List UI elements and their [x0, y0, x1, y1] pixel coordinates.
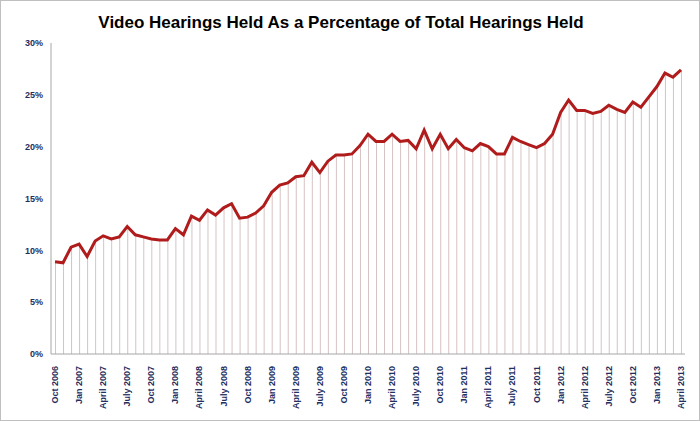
svg-text:April 2013: April 2013	[676, 366, 686, 409]
svg-text:July 2008: July 2008	[219, 366, 229, 407]
svg-text:Oct 2007: Oct 2007	[146, 366, 156, 404]
svg-text:Oct 2012: Oct 2012	[628, 366, 638, 404]
svg-text:Jan 2010: Jan 2010	[363, 366, 373, 404]
svg-text:Oct 2011: Oct 2011	[532, 366, 542, 403]
svg-text:July 2010: July 2010	[411, 366, 421, 407]
svg-text:April 2011: April 2011	[483, 366, 493, 409]
svg-text:April 2012: April 2012	[580, 366, 590, 409]
svg-text:Oct 2008: Oct 2008	[243, 366, 253, 404]
svg-text:Jan 2007: Jan 2007	[74, 366, 84, 404]
svg-text:April 2010: April 2010	[387, 366, 397, 409]
svg-text:10%: 10%	[25, 246, 43, 256]
svg-text:July 2009: July 2009	[315, 366, 325, 407]
svg-text:Jan 2012: Jan 2012	[556, 366, 566, 404]
svg-text:0%: 0%	[30, 349, 43, 359]
svg-text:Oct 2010: Oct 2010	[435, 366, 445, 404]
svg-text:Oct 2009: Oct 2009	[339, 366, 349, 404]
svg-text:April 2009: April 2009	[291, 366, 301, 409]
svg-text:July 2012: July 2012	[604, 366, 614, 407]
svg-text:Oct 2006: Oct 2006	[50, 366, 60, 404]
html-text:Video Hearings Held As a Perce: Video Hearings Held As a Percentage of T…	[98, 13, 584, 32]
svg-text:15%: 15%	[25, 194, 43, 204]
svg-text:Jan 2009: Jan 2009	[267, 366, 277, 404]
svg-text:April 2008: April 2008	[194, 366, 204, 409]
svg-text:July 2011: July 2011	[507, 366, 517, 406]
svg-text:Jan 2008: Jan 2008	[170, 366, 180, 404]
svg-text:5%: 5%	[30, 297, 43, 307]
svg-text:30%: 30%	[25, 38, 43, 48]
svg-text:20%: 20%	[25, 142, 43, 152]
svg-text:25%: 25%	[25, 90, 43, 100]
svg-text:April 2007: April 2007	[98, 366, 108, 409]
svg-text:Jan 2013: Jan 2013	[652, 366, 662, 404]
svg-text:Jan 2011: Jan 2011	[459, 366, 469, 404]
svg-text:July 2007: July 2007	[122, 366, 132, 407]
